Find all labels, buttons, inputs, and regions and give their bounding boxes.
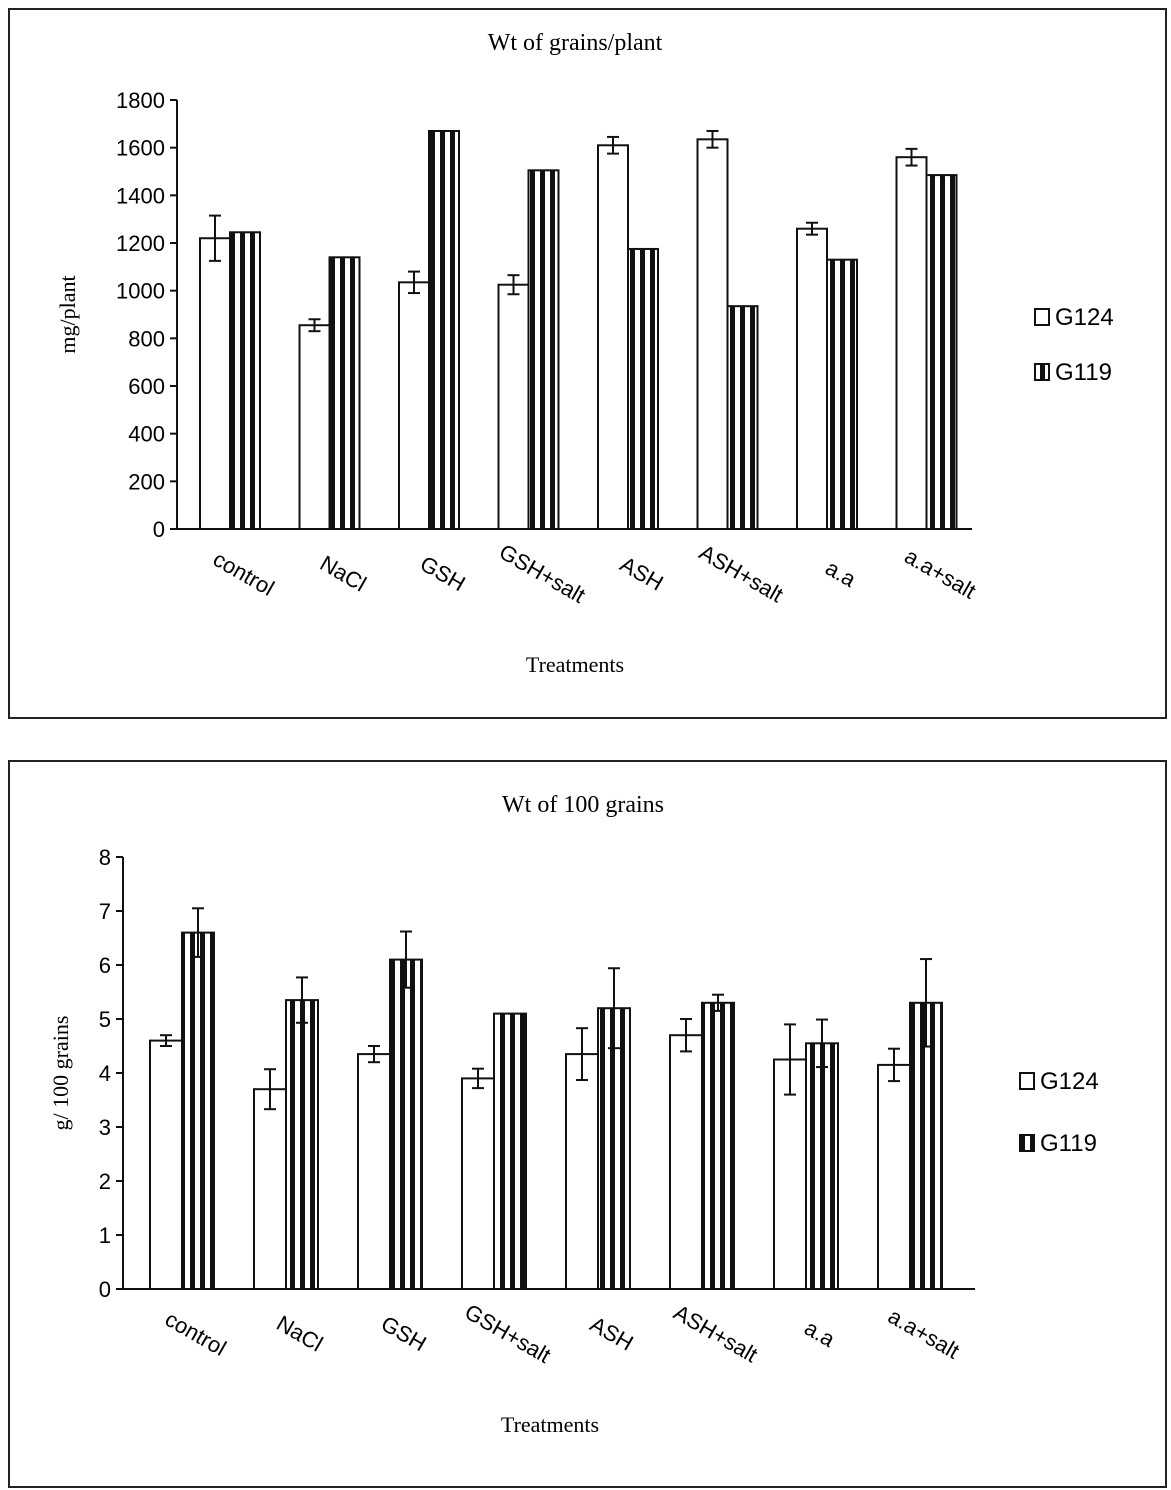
legend-label: G119 — [1040, 1130, 1097, 1157]
bar-G124-ASH+salt — [696, 138, 729, 530]
bar-G119-a.a+salt — [925, 174, 958, 530]
legend-swatch-G124 — [1019, 1072, 1035, 1090]
y-tick-label: 7 — [99, 899, 111, 924]
category-label: ASH — [616, 551, 668, 595]
y-axis-label: g/ 100 grains — [48, 1016, 73, 1131]
y-tick-label: 1200 — [116, 231, 165, 256]
bar-G124-GSH — [357, 1053, 391, 1290]
y-tick-label: 600 — [128, 374, 165, 399]
x-axis-label: Treatments — [526, 652, 624, 677]
y-tick-label: 400 — [128, 422, 165, 447]
chart-title-1: Wt of grains/plant — [488, 30, 663, 56]
category-label: a.a+salt — [900, 543, 980, 603]
bar-G124-ASH — [597, 144, 629, 531]
y-tick-label: 800 — [128, 326, 165, 351]
y-axis-label: mg/plant — [55, 275, 80, 353]
bar-G124-GSH+salt — [497, 283, 530, 531]
bar-G124-NaCl — [298, 324, 331, 530]
bar-G124-a.a — [773, 1058, 807, 1290]
legend-swatch-G119 — [1019, 1134, 1035, 1152]
category-label: GSH — [377, 1311, 431, 1356]
bar-G124-ASH+salt — [669, 1034, 703, 1290]
bar-G119-NaCl — [328, 256, 361, 530]
y-tick-label: 1 — [99, 1223, 111, 1248]
bar-G124-control — [149, 1039, 183, 1290]
bar-G119-a.a — [805, 1042, 839, 1291]
y-tick-label: 0 — [99, 1277, 111, 1302]
y-tick-label: 8 — [99, 845, 111, 870]
y-tick-label: 5 — [99, 1007, 111, 1032]
bar-G124-NaCl — [253, 1088, 287, 1290]
x-axis-label: Treatments — [501, 1412, 599, 1437]
y-tick-label: 2 — [99, 1169, 111, 1194]
legend-label: G124 — [1055, 304, 1114, 331]
y-tick-label: 1400 — [116, 183, 165, 208]
bar-G124-ASH — [565, 1053, 599, 1290]
bar-G119-ASH — [627, 247, 659, 530]
bar-G119-GSH — [389, 958, 423, 1290]
bar-G124-a.a+salt — [877, 1063, 911, 1291]
bar-G124-a.a — [796, 227, 828, 530]
bar-G124-GSH — [398, 281, 430, 531]
category-label: NaCl — [316, 550, 371, 596]
category-label: a.a — [800, 1315, 840, 1352]
bar-G124-GSH+salt — [461, 1077, 495, 1291]
legend-swatch-G124 — [1034, 308, 1050, 326]
legend-swatch-G119 — [1034, 363, 1050, 381]
category-label: ASH+salt — [670, 1300, 762, 1368]
bar-G119-GSH+salt — [527, 169, 560, 531]
y-tick-label: 6 — [99, 953, 111, 978]
y-tick-label: 4 — [99, 1061, 111, 1086]
y-tick-label: 0 — [153, 517, 165, 542]
category-label: ASH — [586, 1311, 638, 1355]
bar-G119-control — [181, 931, 215, 1290]
y-tick-label: 1600 — [116, 136, 165, 161]
bar-G119-NaCl — [285, 999, 319, 1290]
category-label: ASH+salt — [695, 540, 787, 608]
y-tick-label: 3 — [99, 1115, 111, 1140]
bar-G119-ASH+salt — [701, 1001, 735, 1290]
bar-G119-control — [229, 231, 261, 530]
category-label: NaCl — [272, 1310, 327, 1356]
y-tick-label: 1800 — [116, 88, 165, 113]
chart-title-2: Wt of 100 grains — [502, 792, 664, 818]
category-label: GSH+salt — [460, 1299, 555, 1368]
category-label: control — [209, 546, 279, 601]
category-label: GSH — [416, 551, 470, 596]
bar-G124-control — [199, 237, 231, 530]
legend-label: G124 — [1040, 1068, 1099, 1095]
category-label: a.a — [821, 555, 861, 592]
bar-G119-GSH+salt — [493, 1012, 527, 1290]
legend-label: G119 — [1055, 359, 1112, 386]
bar-G119-ASH+salt — [726, 305, 759, 530]
y-tick-label: 1000 — [116, 279, 165, 304]
bar-G119-a.a — [826, 258, 858, 530]
category-label: GSH+salt — [495, 539, 590, 608]
category-label: control — [161, 1306, 231, 1361]
category-label: a.a+salt — [884, 1303, 964, 1363]
bar-G124-a.a+salt — [895, 156, 928, 530]
bar-G119-ASH — [597, 1007, 631, 1290]
bar-G119-GSH — [428, 129, 460, 530]
y-tick-label: 200 — [128, 469, 165, 494]
bar-G119-a.a+salt — [909, 1001, 943, 1290]
